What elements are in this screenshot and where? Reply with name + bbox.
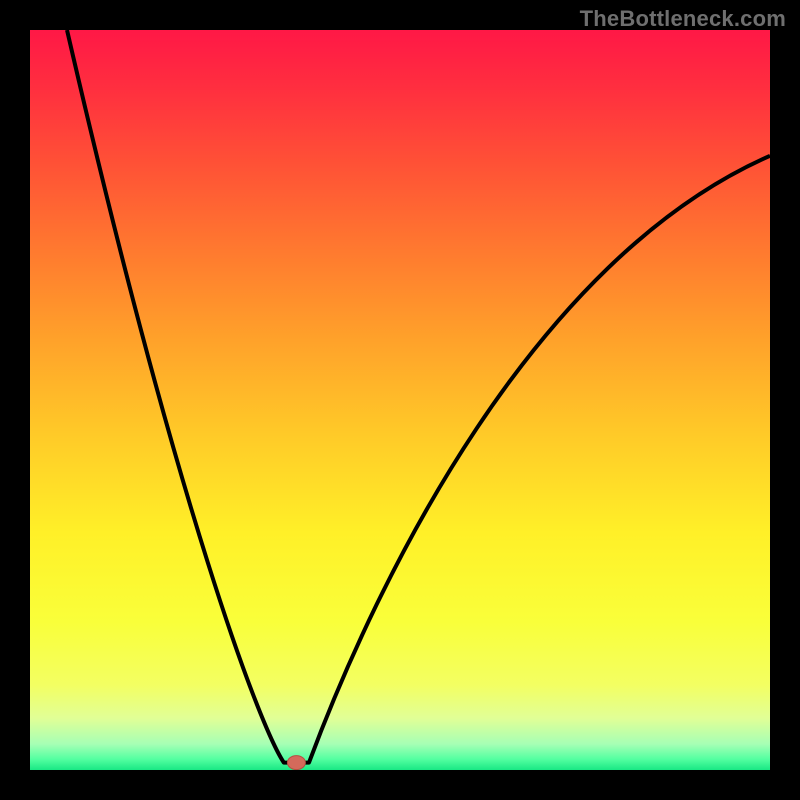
plot-background [30, 30, 770, 770]
optimal-point-marker [287, 756, 305, 770]
bottleneck-chart [30, 30, 770, 770]
watermark-text: TheBottleneck.com [580, 6, 786, 32]
chart-container: TheBottleneck.com [0, 0, 800, 800]
